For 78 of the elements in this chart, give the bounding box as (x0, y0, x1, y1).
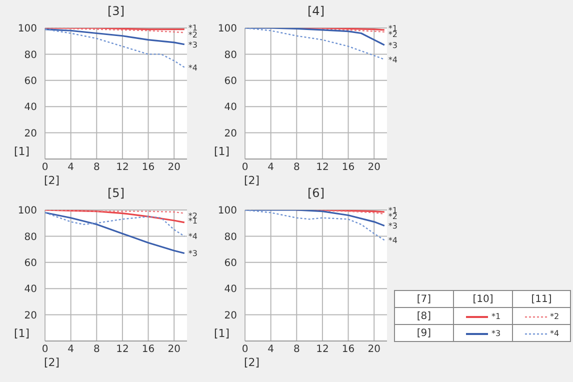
series-label: *3 (188, 249, 198, 258)
y-axis-title: [1] (214, 327, 230, 340)
x-tick-label: 20 (168, 162, 180, 174)
y-tick-label: 100 (18, 206, 37, 217)
x-tick-label: 0 (242, 162, 248, 174)
x-tick-label: 4 (68, 344, 74, 356)
text: [9] (394, 324, 454, 342)
x-tick-label: 0 (42, 162, 48, 174)
y-tick-label: 60 (24, 258, 37, 269)
x-axis-title: [2] (244, 356, 260, 369)
series-label: *2 (388, 30, 398, 39)
y-tick-label: 80 (224, 50, 237, 61)
series-label: *1 (188, 23, 198, 32)
y-tick-label: 40 (224, 284, 237, 296)
chart-title: [5] (106, 186, 126, 200)
x-tick-label: 8 (293, 162, 300, 174)
y-axis-title: [1] (14, 327, 30, 340)
x-tick-label: 12 (316, 344, 329, 356)
x-axis-title: [2] (44, 356, 60, 369)
x-tick-label: 0 (242, 344, 248, 356)
y-tick-label: 20 (24, 128, 37, 140)
y-tick-label: 20 (224, 128, 237, 140)
x-tick-label: 8 (293, 344, 300, 356)
y-tick-label: 80 (24, 232, 37, 243)
y-tick-label: 60 (224, 258, 237, 269)
x-tick-label: 16 (142, 344, 155, 356)
y-tick-label: 60 (24, 76, 37, 87)
x-tick-label: 4 (268, 162, 274, 174)
y-tick-label: 20 (24, 310, 37, 322)
y-tick-label: 100 (18, 24, 37, 35)
line-series (45, 212, 186, 237)
text: [7] (394, 290, 454, 308)
y-tick-label: 40 (224, 102, 237, 114)
series-label: *3 (388, 41, 398, 50)
y-axis-title: [1] (214, 145, 230, 158)
chart-title: [3] (106, 4, 126, 18)
x-tick-label: 16 (342, 344, 355, 356)
text: *3 (491, 329, 501, 338)
x-tick-label: 20 (168, 344, 180, 356)
chart-title: [4] (306, 4, 326, 18)
x-tick-label: 20 (368, 162, 380, 174)
x-tick-label: 16 (142, 162, 155, 174)
y-axis-title: [1] (14, 145, 30, 158)
x-tick-label: 12 (116, 162, 129, 174)
series-label: *3 (188, 40, 198, 50)
series-label: *2 (388, 212, 398, 221)
y-tick-label: 20 (224, 310, 237, 322)
x-axis-title: [2] (244, 174, 260, 187)
chart-title: [6] (306, 186, 326, 200)
series-label: *4 (388, 236, 398, 246)
x-tick-label: 0 (42, 344, 48, 356)
text: [8] (394, 308, 454, 324)
x-tick-label: 16 (342, 162, 355, 174)
series-label: *3 (388, 222, 398, 231)
series-label: *4 (388, 55, 398, 64)
x-tick-label: 8 (93, 344, 100, 356)
y-tick-label: 80 (24, 50, 37, 61)
y-tick-label: 100 (218, 206, 237, 217)
y-tick-label: 100 (218, 24, 237, 35)
y-tick-label: 60 (224, 76, 237, 87)
x-axis-title: [2] (44, 174, 60, 187)
text: [10] (454, 290, 512, 308)
x-tick-label: 20 (368, 344, 380, 356)
y-tick-label: 80 (224, 232, 237, 243)
series-label: *4 (188, 63, 198, 72)
series-label: *4 (188, 232, 198, 242)
text: *4 (550, 329, 560, 338)
x-tick-label: 8 (93, 162, 100, 174)
x-tick-label: 12 (316, 162, 329, 174)
y-tick-label: 40 (24, 284, 37, 296)
x-tick-label: 4 (68, 162, 74, 174)
text: *1 (491, 312, 501, 321)
y-tick-label: 40 (24, 102, 37, 114)
x-tick-label: 4 (268, 344, 274, 356)
series-label: *2 (188, 30, 198, 40)
text: *2 (550, 312, 560, 321)
x-tick-label: 12 (116, 344, 129, 356)
text: [11] (512, 290, 570, 308)
